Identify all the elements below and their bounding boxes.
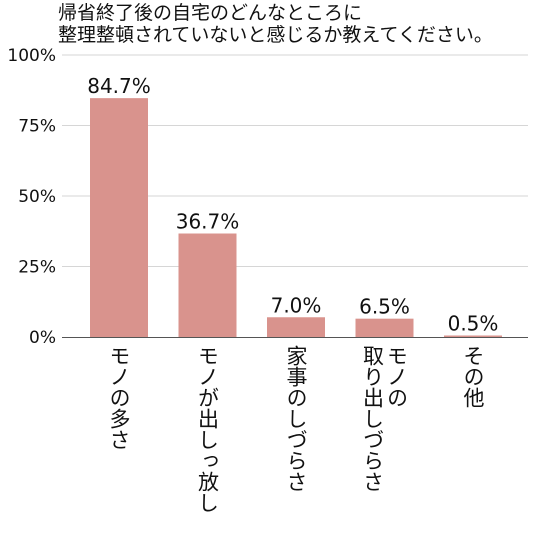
x-category-label-line: 取り出しづらさ — [361, 345, 385, 492]
bar-value-label: 84.7% — [87, 74, 151, 98]
y-axis-ticks: 0% 25% 50% 75% 100% — [7, 46, 56, 348]
x-category-label: その他 — [461, 345, 485, 408]
bar — [267, 317, 325, 337]
x-category-label-line: その他 — [461, 345, 485, 408]
y-tick-label: 100% — [7, 46, 56, 66]
x-category-label-line: モノが出しっ放し — [196, 345, 220, 513]
value-labels: 84.7% 36.7% 7.0% 6.5% 0.5% — [87, 74, 498, 335]
bar-value-label: 7.0% — [271, 293, 322, 317]
chart-title: 帰省終了後の自宅のどんなところに 整理整頓されていないと感じるか教えてください。 — [58, 2, 528, 46]
bars — [90, 98, 502, 338]
x-category-label-line: 家事のしづらさ — [284, 345, 308, 492]
bar — [355, 318, 414, 337]
bar — [444, 335, 502, 337]
chart-title-line-2: 整理整頓されていないと感じるか教えてください。 — [58, 24, 493, 46]
x-category-label: 家事のしづらさ — [284, 345, 308, 492]
bar-value-label: 36.7% — [176, 210, 240, 234]
bar-value-label: 0.5% — [448, 312, 499, 336]
y-tick-label: 25% — [18, 258, 56, 278]
y-tick-label: 50% — [18, 187, 56, 207]
x-category-label: モノが出しっ放し — [196, 345, 220, 513]
x-category-label-line: モノの多さ — [107, 345, 131, 450]
y-tick-label: 0% — [29, 328, 56, 348]
chart-title-line-1: 帰省終了後の自宅のどんなところに — [58, 2, 363, 24]
x-category-label: モノの多さ — [107, 345, 131, 450]
bar-value-label: 6.5% — [359, 295, 410, 319]
x-category-label-line: モノの — [385, 345, 409, 408]
bar — [90, 98, 148, 338]
bar — [178, 233, 237, 337]
y-tick-label: 75% — [18, 117, 56, 137]
